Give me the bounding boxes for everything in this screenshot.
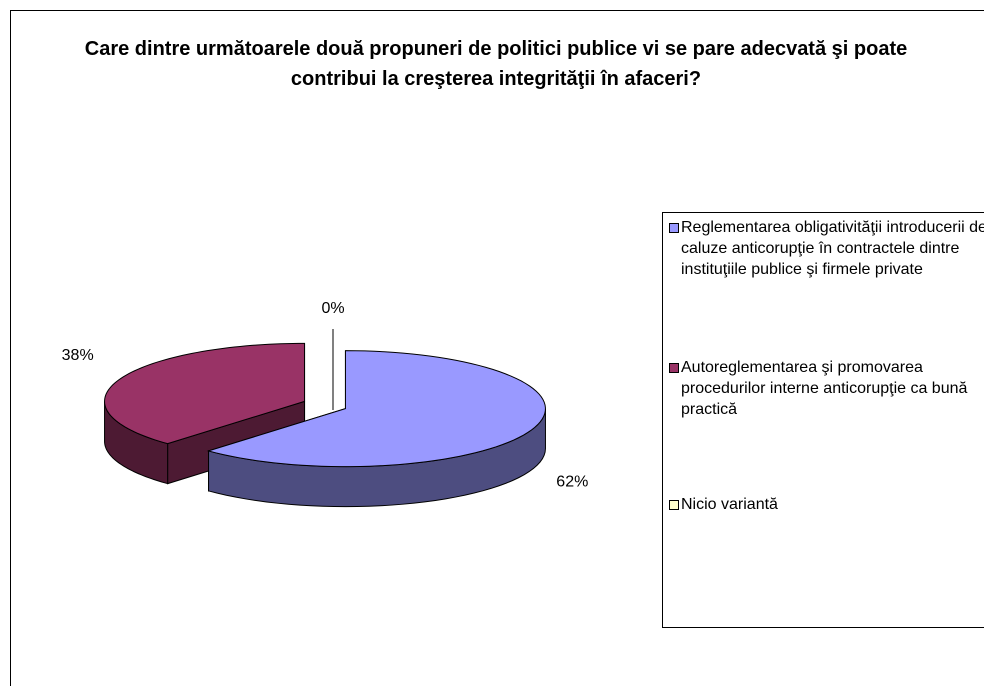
legend: Reglementarea obligativităţii introducer…: [662, 212, 984, 628]
legend-label: Reglementarea obligativităţii introducer…: [681, 219, 984, 278]
legend-label: Autoreglementarea şi promovarea procedur…: [681, 359, 968, 418]
data-label: 62%: [556, 473, 588, 490]
legend-label: Nicio variantă: [681, 496, 778, 513]
legend-swatch: [669, 500, 679, 510]
slice-top: [104, 342, 306, 445]
legend-swatch: [669, 223, 679, 233]
chart-title: Care dintre următoarele două propuneri d…: [84, 38, 908, 90]
data-label: 0%: [321, 300, 344, 317]
legend-swatch: [669, 363, 679, 373]
slice-top: [206, 350, 546, 468]
legend-item: Autoreglementarea şi promovarea procedur…: [669, 357, 984, 420]
slice: [206, 350, 546, 508]
legend-item: Reglementarea obligativităţii introducer…: [669, 217, 984, 280]
data-label: 38%: [62, 347, 94, 364]
chart-border: [10, 10, 984, 686]
legend-item: Nicio variantă: [669, 494, 984, 515]
